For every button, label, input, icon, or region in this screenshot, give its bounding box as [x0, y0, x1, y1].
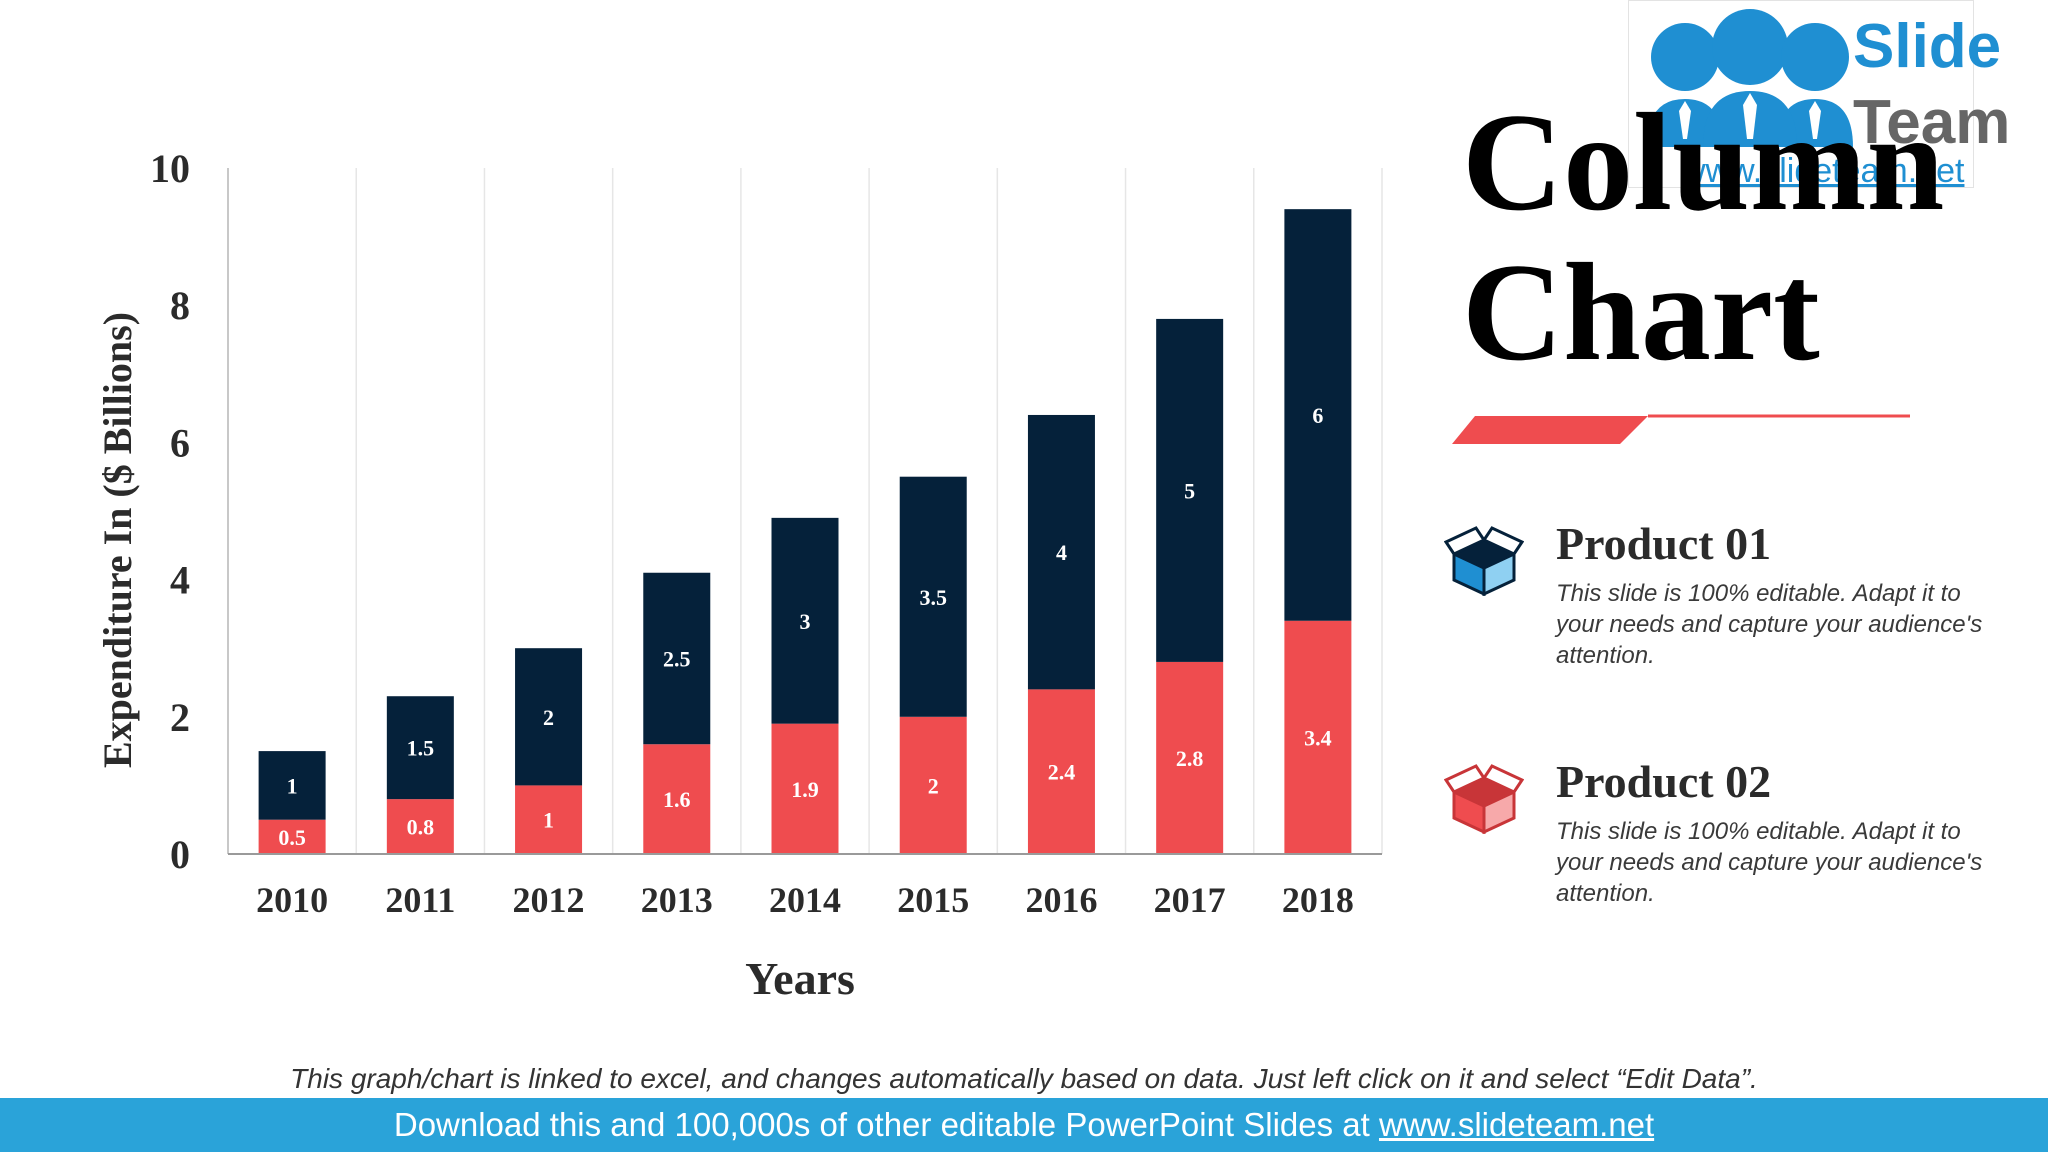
bar-segment — [515, 785, 583, 854]
bar-data-label: 2.5 — [663, 646, 691, 671]
bar-segment — [1027, 689, 1095, 854]
x-tick-label: 2013 — [641, 880, 713, 920]
legend-title-product-01: Product 01 — [1556, 518, 1772, 569]
x-tick-label: 2012 — [513, 880, 585, 920]
bar-data-label: 6 — [1312, 403, 1323, 428]
title-underline-accent — [1452, 416, 1648, 444]
bar-segment — [386, 696, 454, 800]
x-tick-label: 2010 — [256, 880, 328, 920]
slide-title-line-1: Column — [1462, 85, 1945, 240]
legend-item-product-02: Product 02 This slide is 100% editable. … — [1444, 756, 2004, 916]
bar-segment — [1156, 318, 1224, 662]
bar-data-label: 5 — [1184, 478, 1195, 503]
logo-text-team: Team — [1853, 88, 2011, 157]
data-labels: 0.5 1 0.8 1.5 1 2 1.6 2.5 1.9 3 2 3.5 2.4 4 2.8 5 3.4 6 — [278, 403, 1331, 850]
x-tick-label: 2016 — [1025, 880, 1097, 920]
chart-footnote: This graph/chart is linked to excel, and… — [290, 1063, 1758, 1094]
bar-data-label: 4 — [1056, 540, 1067, 565]
x-tick-label: 2014 — [769, 880, 841, 920]
bar-data-label: 3 — [800, 609, 811, 634]
y-tick-label: 8 — [170, 283, 190, 328]
bar-segment — [515, 648, 583, 786]
bar-segment — [258, 751, 326, 820]
y-tick-label: 2 — [170, 695, 190, 740]
grid-lines — [355, 168, 1383, 854]
bar-segment — [1027, 414, 1095, 690]
x-axis-title: Years — [745, 953, 855, 1004]
x-tick-label: 2017 — [1154, 880, 1226, 920]
bar-data-label: 2.4 — [1048, 760, 1076, 785]
x-tick-label: 2018 — [1282, 880, 1354, 920]
bar-segment — [1284, 209, 1352, 621]
bar-data-label: 1 — [543, 808, 554, 833]
axes: 0 2 4 6 8 10 2010 2011 2012 2013 2014 2015 2016 2017 2… — [150, 146, 1382, 920]
bars — [258, 209, 1352, 854]
bar-data-label: 1 — [287, 773, 298, 798]
slide-title-line-2: Chart — [1462, 235, 1820, 390]
bar-segment — [258, 819, 326, 854]
x-tick-label: 2011 — [385, 880, 455, 920]
legend-description-product-02: This slide is 100% editable. Adapt it to… — [1556, 818, 1983, 907]
bar-segment — [771, 723, 839, 854]
legend-description-product-01: This slide is 100% editable. Adapt it to… — [1556, 580, 1983, 669]
bar-data-label: 1.6 — [663, 787, 691, 812]
title-underline — [1452, 414, 1910, 444]
bar-segment — [643, 744, 711, 854]
bar-segment — [1156, 661, 1224, 854]
banner-text: Download this and 100,000s of other edit… — [393, 1106, 1379, 1143]
banner-link[interactable]: www.slideteam.net — [1379, 1106, 1655, 1143]
bar-segment — [643, 572, 711, 745]
y-tick-label: 4 — [170, 558, 190, 603]
bar-segment — [386, 799, 454, 854]
bar-segment — [899, 716, 967, 854]
y-tick-label: 6 — [170, 420, 190, 465]
slide-title: Column Chart — [1462, 88, 2022, 388]
bar-data-label: 3.5 — [919, 585, 947, 610]
box-icon — [1444, 764, 1524, 834]
y-tick-label: 0 — [170, 832, 190, 877]
bar-data-label: 0.8 — [407, 815, 435, 840]
x-tick-label: 2015 — [897, 880, 969, 920]
logo-text-slide: Slide — [1853, 12, 2002, 81]
y-axis-title: Expenditure In ($ Billions) — [95, 312, 140, 768]
bar-data-label: 2 — [543, 705, 554, 730]
bar-segment — [899, 476, 967, 717]
bar-segment — [771, 517, 839, 724]
bar-data-label: 2.8 — [1176, 746, 1204, 771]
column-chart: 0.5 1 0.8 1.5 1 2 1.6 2.5 1.9 3 2 3.5 2.4 4 2.8 5 3.4 6 0… — [95, 146, 1910, 1004]
bar-data-label: 1.9 — [791, 777, 819, 802]
y-tick-label: 10 — [150, 146, 190, 191]
legend-title-product-02: Product 02 — [1556, 756, 1772, 807]
bar-data-label: 0.5 — [278, 825, 306, 850]
box-icon — [1444, 526, 1524, 596]
bar-segment — [1284, 620, 1352, 854]
legend-item-product-01: Product 01 This slide is 100% editable. … — [1444, 518, 2004, 678]
bar-data-label: 1.5 — [407, 736, 435, 761]
bar-data-label: 3.4 — [1304, 725, 1332, 750]
download-banner: Download this and 100,000s of other edit… — [0, 1098, 2048, 1152]
slideteam-logo: Slide Team www.slideteam.net — [1628, 0, 2010, 190]
people-icon — [1647, 9, 1853, 147]
logo-url-link[interactable]: www.slideteam.net — [1681, 152, 1965, 190]
bar-data-label: 2 — [928, 773, 939, 798]
